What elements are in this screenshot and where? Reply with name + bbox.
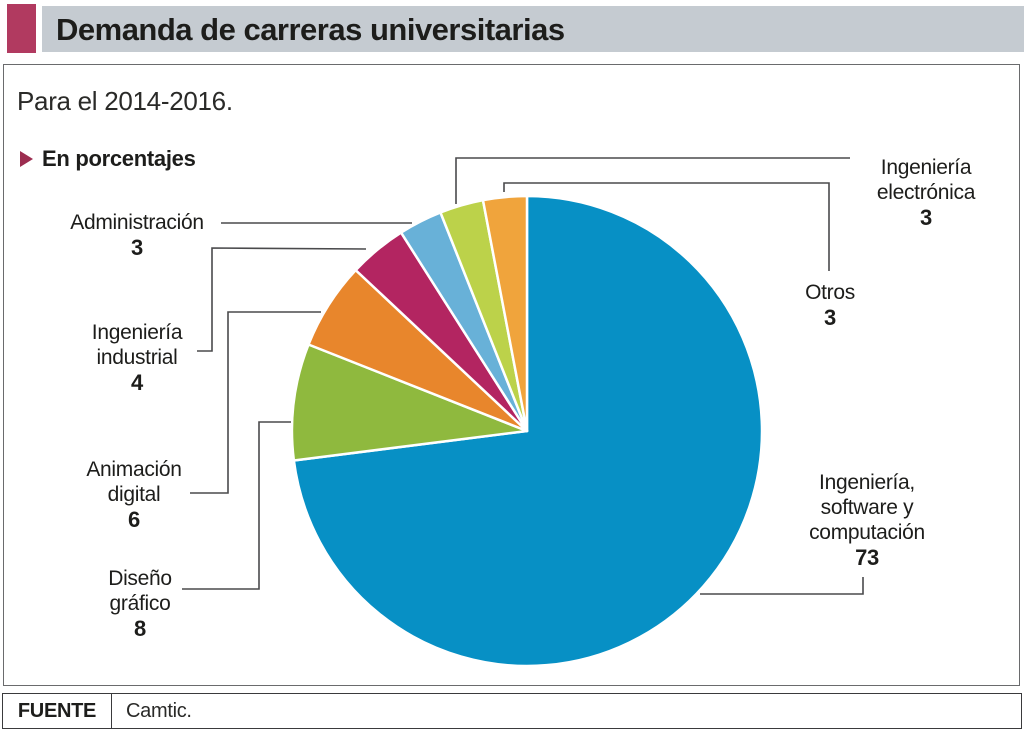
source-bar: FUENTE Camtic. — [2, 693, 1022, 729]
callout-leader-line — [503, 182, 830, 271]
source-value: Camtic. — [126, 699, 192, 722]
callout-leader-line — [182, 421, 291, 590]
callout-label: software y — [820, 496, 914, 519]
source-label: FUENTE — [3, 694, 112, 728]
callout-label: Administración — [70, 211, 204, 234]
callout-value: 73 — [855, 545, 879, 570]
callout-otros: Otros 3 — [750, 280, 910, 330]
callout-label: Ingeniería, — [819, 471, 915, 494]
callout-label: computación — [809, 521, 925, 544]
callout-label: Otros — [805, 281, 855, 304]
callout-leader-line — [197, 247, 367, 352]
callout-leader-line — [700, 577, 864, 595]
pie-slice-dise-o-gr-fico — [290, 343, 529, 462]
callout-leader-line — [455, 157, 850, 204]
callout-label: industrial — [96, 346, 178, 369]
callout-label: digital — [107, 483, 161, 506]
callout-value: 3 — [920, 205, 932, 230]
header-accent-block — [7, 4, 36, 53]
callout-label: Ingeniería — [880, 156, 972, 179]
callout-ingenieria-industrial: Ingeniería industrial 4 — [57, 320, 217, 395]
callout-value: 8 — [134, 616, 146, 641]
callout-ingenieria-electronica: Ingeniería electrónica 3 — [846, 155, 1006, 230]
callout-animacion-digital: Animación digital 6 — [54, 457, 214, 532]
right-pointing-triangle-icon — [20, 151, 33, 167]
unit-row: En porcentajes — [20, 146, 196, 172]
callout-ingenieria-software: Ingeniería, software y computación 73 — [787, 470, 947, 570]
callout-diseno-grafico: Diseño gráfico 8 — [60, 566, 220, 641]
callout-label: Ingeniería — [91, 321, 183, 344]
callout-administracion: Administración 3 — [57, 210, 217, 260]
callout-label: Diseño — [108, 567, 172, 590]
unit-label: En porcentajes — [42, 146, 196, 171]
chart-subtitle: Para el 2014-2016. — [17, 86, 233, 116]
page-title: Demanda de carreras universitarias — [56, 12, 565, 47]
callout-leader-line — [190, 311, 321, 494]
callout-label: Animación — [86, 458, 182, 481]
callout-value: 3 — [824, 305, 836, 330]
pie-slice-otros — [481, 194, 529, 433]
callout-label: gráfico — [109, 592, 171, 615]
header-bar — [42, 6, 1024, 52]
callout-label: electrónica — [876, 181, 976, 204]
callout-value: 3 — [131, 235, 143, 260]
callout-value: 6 — [128, 507, 140, 532]
callout-value: 4 — [131, 370, 143, 395]
